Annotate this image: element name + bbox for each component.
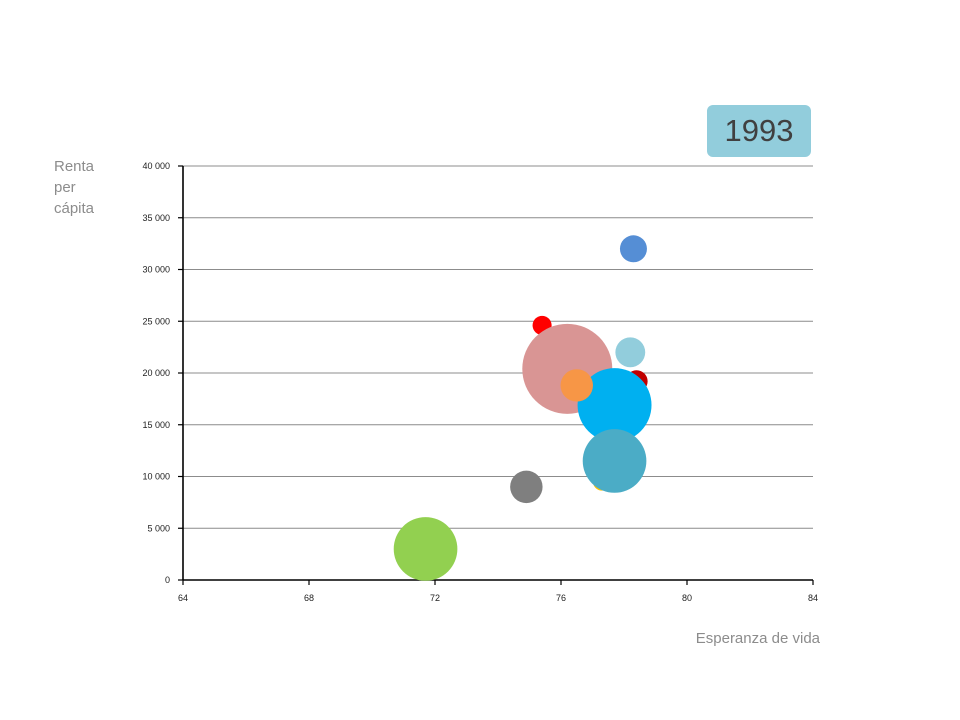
axes — [178, 165, 814, 585]
y-tick-label: 15 000 — [142, 420, 170, 430]
y-tick-label: 25 000 — [142, 316, 170, 326]
bubble — [577, 368, 652, 443]
bubble — [582, 429, 647, 493]
bubble — [510, 470, 543, 504]
bubble — [615, 337, 646, 368]
bubble — [560, 369, 593, 402]
y-axis-title: Renta per cápita — [54, 158, 95, 217]
y-tick-label: 35 000 — [142, 213, 170, 223]
x-tick-label: 76 — [556, 593, 566, 603]
bubble — [393, 517, 458, 581]
y-tick-label: 0 — [165, 575, 170, 585]
bubbles — [393, 235, 652, 581]
y-tick-label: 10 000 — [142, 472, 170, 482]
y-tick-label: 5 000 — [147, 523, 170, 533]
x-tick-label: 64 — [178, 593, 188, 603]
y-tick-label: 20 000 — [142, 368, 170, 378]
x-tick-label: 80 — [682, 593, 692, 603]
x-tick-label: 68 — [304, 593, 314, 603]
x-axis-title: Esperanza de vida — [695, 630, 820, 647]
x-tick-label: 72 — [430, 593, 440, 603]
bubble — [619, 235, 647, 263]
tick-labels: 0 5 000 10 000 15 000 20 000 25 000 30 000 35 0… — [142, 161, 818, 603]
y-tick-label: 40 000 — [142, 161, 170, 171]
y-tick-label: 30 000 — [142, 265, 170, 275]
x-tick-label: 84 — [808, 593, 818, 603]
year-badge: 1993 — [707, 105, 811, 157]
gridlines — [183, 165, 813, 529]
